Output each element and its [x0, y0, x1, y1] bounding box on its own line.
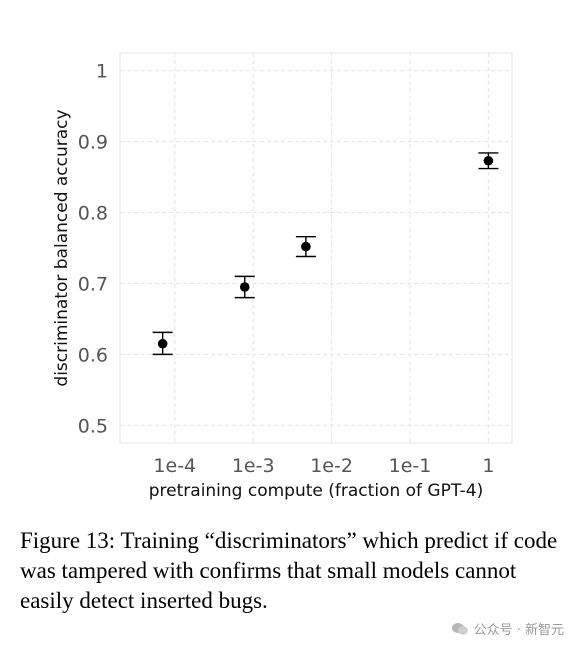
- watermark-text: 公众号 · 新智元: [473, 623, 564, 638]
- data-point-group: [478, 152, 499, 170]
- x-tick-label: 1e-1: [389, 455, 432, 477]
- grid: [120, 53, 512, 443]
- figure-caption: Figure 13: Training “discriminators” whi…: [20, 528, 558, 613]
- y-tick-label: 0.9: [78, 132, 108, 154]
- x-axis-label: pretraining compute (fraction of GPT-4): [149, 481, 484, 501]
- y-tick-label: 0.6: [78, 344, 108, 366]
- wechat-icon: [451, 622, 468, 635]
- chart: 0.5 0.6 0.7 0.8 0.9 1 1e-4 1e-3 1e-2 1e-1 1 pretr…: [52, 52, 513, 501]
- data-point: [239, 282, 250, 292]
- x-tick-label: 1: [482, 455, 494, 477]
- y-tick-label: 0.8: [78, 203, 108, 225]
- x-tick-label: 1e-2: [310, 455, 353, 477]
- y-tick-label: 1: [96, 61, 108, 83]
- plot-frame: [119, 52, 513, 444]
- data-points: [152, 152, 499, 356]
- data-point-group: [234, 275, 255, 299]
- y-tick-labels: 0.5 0.6 0.7 0.8 0.9 1: [78, 61, 108, 438]
- y-axis-label: discriminator balanced accuracy: [52, 109, 72, 386]
- data-point: [157, 338, 168, 349]
- x-tick-labels: 1e-4 1e-3 1e-2 1e-1 1: [153, 455, 494, 477]
- watermark: 公众号 · 新智元: [451, 619, 564, 638]
- x-tick-label: 1e-3: [232, 455, 275, 477]
- data-point: [301, 241, 311, 252]
- x-tick-label: 1e-4: [153, 455, 196, 477]
- data-point: [483, 155, 494, 166]
- data-point-group: [295, 235, 316, 258]
- data-point-group: [152, 331, 173, 356]
- y-tick-label: 0.5: [78, 415, 108, 437]
- y-tick-label: 0.7: [78, 273, 108, 295]
